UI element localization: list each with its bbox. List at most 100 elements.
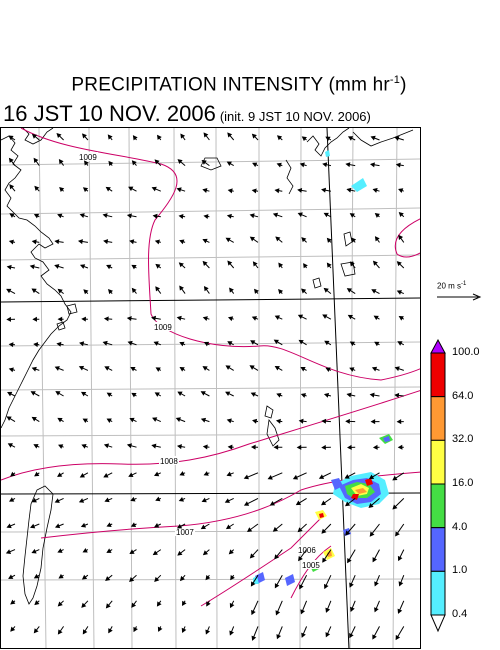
wind-vector-head xyxy=(153,523,160,528)
wind-vector-head xyxy=(128,186,134,192)
colorbar-top-triangle xyxy=(430,339,446,354)
wind-vector-head xyxy=(33,157,39,164)
wind-vector-head xyxy=(225,391,231,397)
wind-vector-head xyxy=(202,316,208,321)
wind-vector-head xyxy=(398,188,404,193)
wind-vectors xyxy=(5,132,405,641)
wind-vector-head xyxy=(230,575,235,581)
wind-vector-head xyxy=(131,264,137,270)
wind-vector-head xyxy=(58,158,64,165)
wind-vector-head xyxy=(326,237,332,243)
taiwan xyxy=(22,485,54,605)
precip-cell-4mm xyxy=(383,436,390,442)
wind-vector-head xyxy=(30,391,36,396)
wind-vector-head xyxy=(227,341,233,346)
wind-vector-head xyxy=(228,549,234,555)
precip-cell-100mm xyxy=(319,513,324,518)
wind-vector-head xyxy=(350,606,355,612)
wind-vector-head xyxy=(178,262,184,268)
wind-vector-head xyxy=(269,500,276,506)
wind-vector-head xyxy=(349,261,355,267)
wind-vector-head xyxy=(202,444,208,450)
label-bg xyxy=(153,322,173,331)
wind-vector-head xyxy=(105,576,111,581)
wind-vector-head xyxy=(79,472,85,478)
wind-vector-head xyxy=(8,157,14,163)
wind-vector-head xyxy=(301,632,306,638)
wind-vector-head xyxy=(395,531,400,537)
wind-vector-head xyxy=(177,550,183,556)
wind-vector-head xyxy=(201,497,207,503)
wind-vector-head xyxy=(10,626,16,632)
wind-vector-head xyxy=(251,609,256,616)
wind-vector-head xyxy=(178,496,185,502)
wind-vector-head xyxy=(54,239,60,245)
wind-vector-head xyxy=(82,629,88,635)
wind-vector-head xyxy=(369,531,375,537)
amami-island xyxy=(264,405,274,419)
wind-vector-head xyxy=(252,261,258,267)
wind-vector-head xyxy=(79,213,85,219)
wind-vector-head xyxy=(83,289,89,295)
wind-vector-head xyxy=(29,264,35,270)
wind-vector-head xyxy=(202,260,208,266)
wind-vector-head xyxy=(229,602,235,609)
title-close: ) xyxy=(400,74,407,96)
meridian xyxy=(299,128,302,648)
colorbar-bottom-triangle xyxy=(430,614,446,633)
wind-vector-head xyxy=(81,133,87,139)
parallel xyxy=(1,254,420,261)
wind-vector-head xyxy=(200,524,206,530)
wind-vector-head xyxy=(372,260,378,266)
wind-vector-head xyxy=(369,392,375,398)
wind-vector-head xyxy=(297,527,303,533)
wind-vector-head xyxy=(152,550,158,556)
wind-vector-head xyxy=(59,186,65,192)
wind-vector-head xyxy=(108,160,114,167)
kyushu xyxy=(306,128,350,157)
wind-vector-head xyxy=(107,134,113,140)
wind-vector-head xyxy=(200,391,206,396)
wind-vector-head xyxy=(104,497,110,503)
wind-vector-head xyxy=(31,133,38,139)
wind-vector-head xyxy=(31,366,37,372)
colorbar-label: 64.0 xyxy=(452,389,474,402)
wind-vector-head xyxy=(325,136,331,142)
wind-vector-head xyxy=(154,239,160,245)
wind-vector-head xyxy=(394,392,400,398)
wind-vector-head xyxy=(395,162,401,168)
wind-vector-head xyxy=(394,366,400,372)
wind-vector-head xyxy=(227,188,233,194)
wind-vector-head xyxy=(372,557,378,563)
isobar xyxy=(290,545,332,599)
reference-vector-label: 20 m s-1 xyxy=(437,281,466,291)
wind-vector-head xyxy=(251,188,257,194)
wind-vector-head xyxy=(127,340,133,346)
arrow-head xyxy=(472,293,482,301)
wind-vector-head xyxy=(344,474,350,479)
colorbar-segment xyxy=(430,483,446,529)
wind-vector-head xyxy=(251,635,257,641)
wind-vector-head xyxy=(322,557,327,563)
colorbar-segment xyxy=(430,570,446,616)
colorbar-label: 1.0 xyxy=(452,564,468,577)
meridian xyxy=(88,128,95,648)
wind-vector-head xyxy=(30,523,36,529)
wind-vector-head xyxy=(300,393,306,398)
wind-vector-head xyxy=(103,443,110,449)
precip-cell-1mm xyxy=(351,178,367,192)
wind-vector-head xyxy=(272,526,278,532)
wind-vector-head xyxy=(7,443,13,448)
precip-cell-1mm xyxy=(253,576,259,584)
isobar-labels: 1009 1009 1008 1007 1006 1005 xyxy=(78,152,321,570)
wind-vector-head xyxy=(80,391,87,397)
wind-vector-head xyxy=(398,316,404,321)
wind-vector-head xyxy=(252,418,258,424)
wind-vector-head xyxy=(31,548,37,554)
wind-vector-head xyxy=(202,366,208,371)
wind-vector-head xyxy=(320,500,327,506)
wind-vector-head xyxy=(202,550,209,556)
wind-vector-head xyxy=(130,366,136,372)
wind-vector-head xyxy=(6,416,12,421)
wind-vector-head xyxy=(374,236,380,242)
